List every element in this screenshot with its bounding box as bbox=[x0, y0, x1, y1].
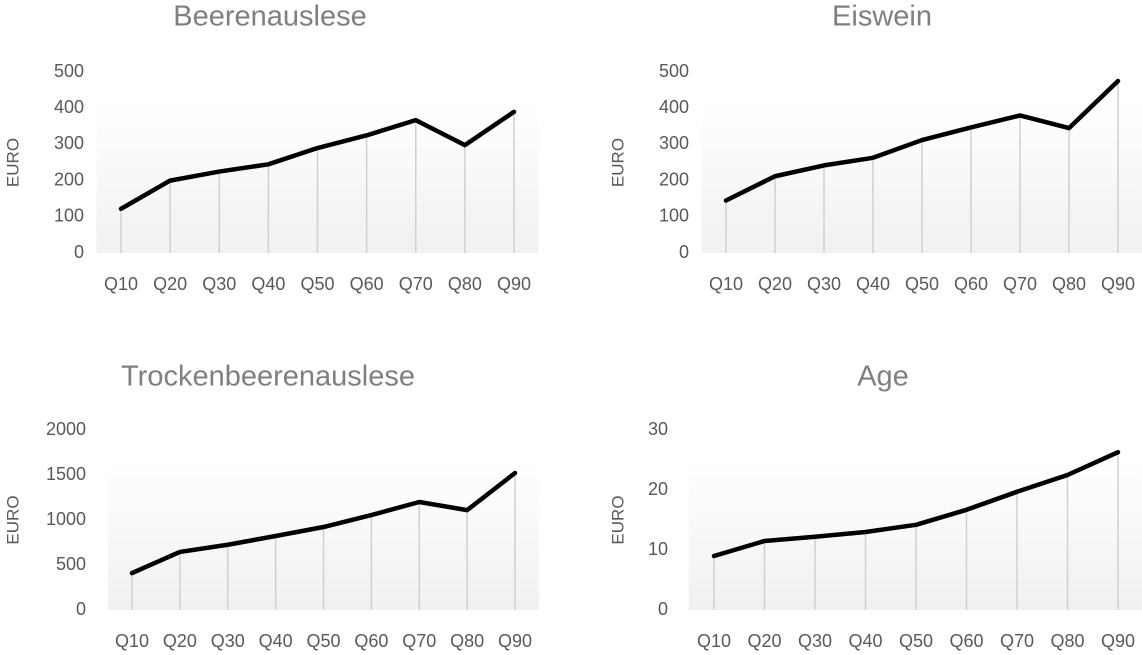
data-line bbox=[723, 78, 1121, 203]
x-tick-label: Q70 bbox=[399, 274, 433, 294]
x-tick-label: Q20 bbox=[153, 274, 187, 294]
x-tick-label: Q10 bbox=[697, 631, 731, 651]
y-tick-label: 500 bbox=[56, 554, 86, 574]
y-tick-label: 300 bbox=[54, 133, 84, 153]
chart-title: Eiswein bbox=[832, 1, 932, 33]
y-tick-label: 300 bbox=[659, 133, 689, 153]
y-tick-label: 400 bbox=[659, 97, 689, 117]
y-tick-label: 0 bbox=[679, 242, 689, 262]
x-tick-label: Q90 bbox=[1101, 274, 1135, 294]
x-tick-label: Q60 bbox=[354, 631, 388, 651]
y-tick-label: 1000 bbox=[46, 509, 86, 529]
x-tick-label: Q40 bbox=[251, 274, 285, 294]
y-axis-label: EURO bbox=[608, 138, 627, 187]
x-tick-label: Q30 bbox=[807, 274, 841, 294]
data-line bbox=[118, 109, 517, 212]
y-tick-label: 200 bbox=[54, 169, 84, 189]
x-tick-label: Q20 bbox=[747, 631, 781, 651]
x-tick-label: Q70 bbox=[1000, 631, 1034, 651]
x-tick-label: Q70 bbox=[402, 631, 436, 651]
x-tick-label: Q20 bbox=[758, 274, 792, 294]
y-axis-label: EURO bbox=[3, 495, 22, 544]
y-tick-label: 0 bbox=[658, 599, 668, 619]
x-tick-label: Q60 bbox=[949, 631, 983, 651]
x-tick-label: Q90 bbox=[497, 274, 531, 294]
y-tick-label: 500 bbox=[54, 61, 84, 81]
chart-title: Beerenauslese bbox=[173, 1, 366, 33]
x-tick-label: Q30 bbox=[202, 274, 236, 294]
x-tick-label: Q80 bbox=[1052, 274, 1086, 294]
y-axis-label: EURO bbox=[3, 138, 22, 187]
y-tick-label: 30 bbox=[648, 419, 668, 439]
y-axis-label: EURO bbox=[608, 495, 627, 544]
x-tick-label: Q50 bbox=[300, 274, 334, 294]
y-tick-label: 400 bbox=[54, 97, 84, 117]
data-line bbox=[129, 470, 518, 576]
y-tick-label: 0 bbox=[76, 599, 86, 619]
data-line bbox=[711, 449, 1121, 559]
y-tick-label: 1500 bbox=[46, 464, 86, 484]
x-tick-label: Q40 bbox=[848, 631, 882, 651]
x-tick-label: Q90 bbox=[498, 631, 532, 651]
x-tick-label: Q10 bbox=[115, 631, 149, 651]
x-tick-label: Q40 bbox=[856, 274, 890, 294]
y-tick-label: 20 bbox=[648, 479, 668, 499]
chart-title: Trockenbeerenauslese bbox=[121, 361, 415, 393]
x-tick-label: Q70 bbox=[1003, 274, 1037, 294]
y-tick-label: 100 bbox=[54, 206, 84, 226]
x-tick-label: Q20 bbox=[163, 631, 197, 651]
x-tick-label: Q50 bbox=[899, 631, 933, 651]
x-tick-label: Q90 bbox=[1101, 631, 1135, 651]
x-tick-label: Q50 bbox=[306, 631, 340, 651]
y-tick-label: 0 bbox=[74, 242, 84, 262]
chart-title: Age bbox=[857, 361, 909, 393]
x-tick-label: Q40 bbox=[259, 631, 293, 651]
x-tick-label: Q80 bbox=[1050, 631, 1084, 651]
y-tick-label: 2000 bbox=[46, 419, 86, 439]
y-tick-label: 200 bbox=[659, 169, 689, 189]
x-tick-label: Q30 bbox=[211, 631, 245, 651]
y-tick-label: 500 bbox=[659, 61, 689, 81]
x-tick-label: Q80 bbox=[450, 631, 484, 651]
x-tick-label: Q60 bbox=[350, 274, 384, 294]
x-tick-label: Q80 bbox=[448, 274, 482, 294]
x-tick-label: Q10 bbox=[709, 274, 743, 294]
y-tick-label: 100 bbox=[659, 206, 689, 226]
x-tick-label: Q60 bbox=[954, 274, 988, 294]
x-tick-label: Q10 bbox=[104, 274, 138, 294]
x-tick-label: Q30 bbox=[798, 631, 832, 651]
y-tick-label: 10 bbox=[648, 539, 668, 559]
x-tick-label: Q50 bbox=[905, 274, 939, 294]
